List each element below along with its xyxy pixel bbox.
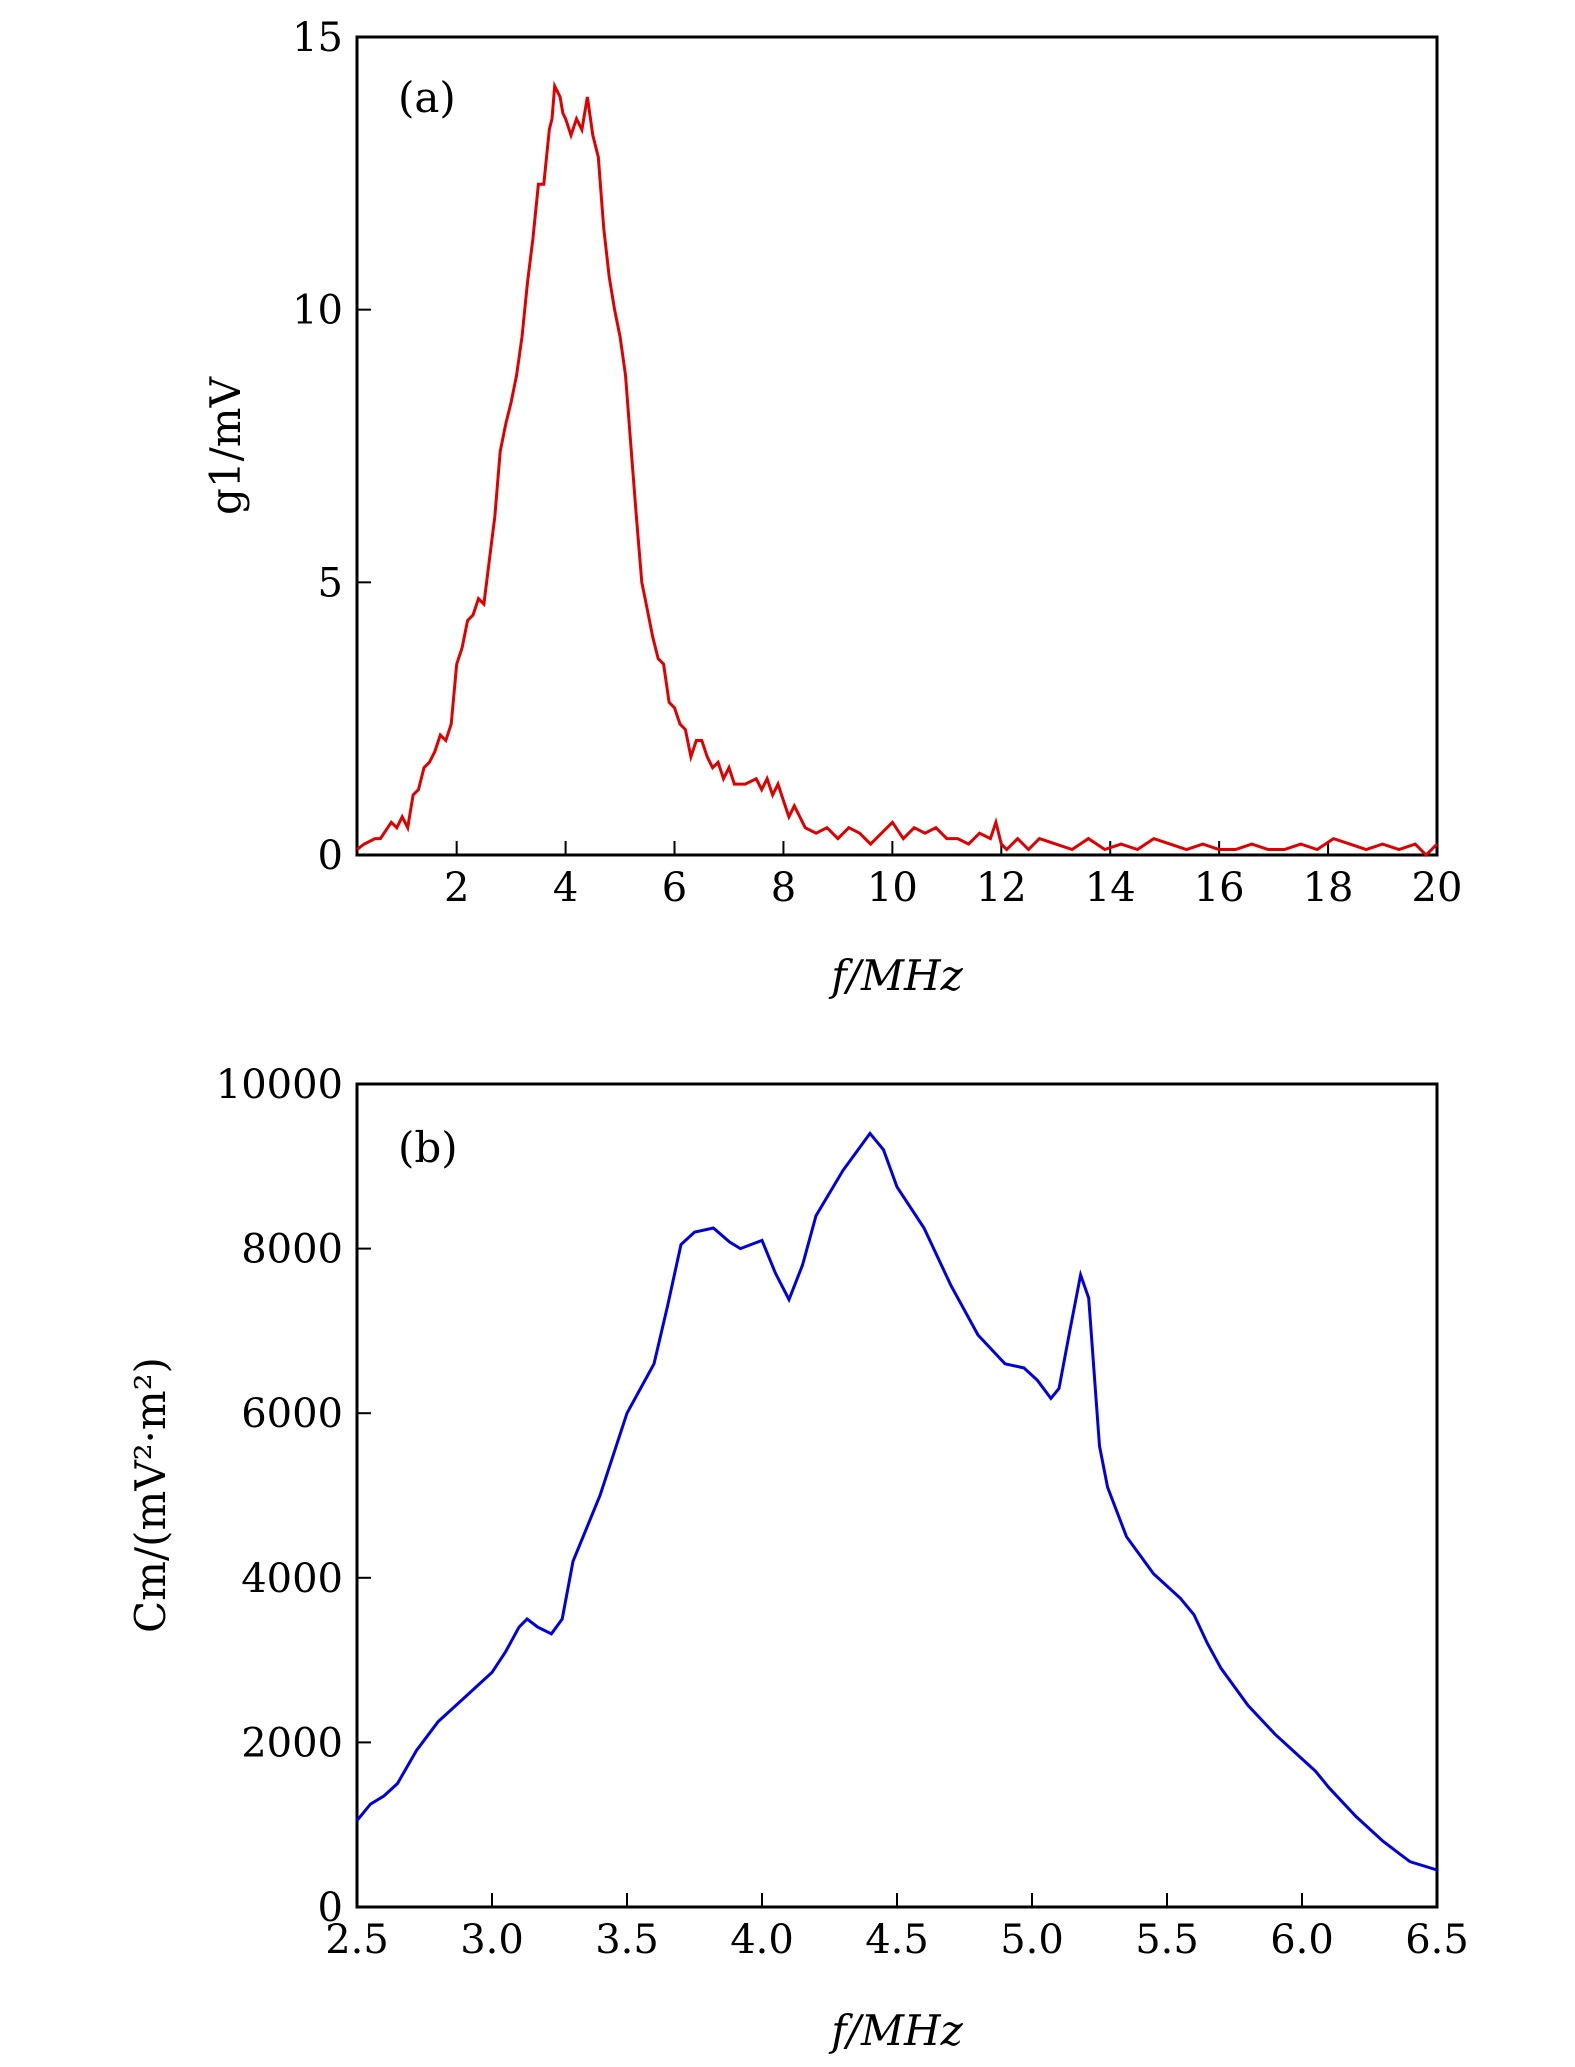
x-axis-label-a: f/MHz	[828, 951, 963, 1000]
y-tick-label: 5	[318, 560, 343, 606]
x-tick-label: 6	[662, 865, 687, 911]
x-tick-label: 8	[771, 865, 796, 911]
x-tick-label: 4.0	[730, 1917, 794, 1963]
x-axis-label-b: f/MHz	[828, 2006, 963, 2055]
x-tick-label: 16	[1194, 865, 1245, 911]
y-tick-label: 10	[292, 288, 343, 334]
x-tick-label: 12	[976, 865, 1027, 911]
y-axis-label-b: Cm/(mV²·m²)	[126, 1357, 175, 1633]
ticks-b: 2.5 3.0 3.5 4.0 4.5 5.0 5.5 6.0 6.5 0 2000 4000 6000…	[216, 1062, 1469, 1963]
x-tick-label: 5.5	[1135, 1917, 1199, 1963]
x-tick-label: 2	[444, 865, 469, 911]
x-tick-label: 2.5	[325, 1917, 389, 1963]
series-line-a	[356, 80, 1439, 858]
x-tick-label: 10	[867, 865, 918, 911]
plot-frame-b	[355, 1082, 1439, 1909]
x-tick-label: 5.0	[1000, 1917, 1064, 1963]
x-tick-label: 18	[1303, 865, 1354, 911]
series-line-b	[355, 1130, 1438, 1872]
y-tick-label: 10000	[216, 1062, 343, 1108]
panel-b: (b) 2.5 3.0 3.5 4.0 4.5 5.0 5.5 6.0 6.5 0 2000 4000…	[126, 1062, 1469, 2055]
x-tick-label: 3.0	[460, 1917, 524, 1963]
y-tick-label: 0	[318, 833, 343, 879]
panel-label-a: (a)	[398, 73, 456, 122]
x-tick-label: 6.5	[1405, 1917, 1469, 1963]
x-tick-label: 14	[1085, 865, 1136, 911]
panel-label-b: (b)	[398, 1123, 458, 1172]
x-tick-label: 3.5	[595, 1917, 659, 1963]
panel-a: (a) 2 4 6 8 10 12 14 16 18 20 0 5 10 15 f/MHz g1/mV	[201, 15, 1462, 1000]
plot-frame-a	[355, 35, 1439, 857]
y-tick-label: 15	[292, 15, 343, 61]
y-tick-label: 6000	[241, 1391, 343, 1437]
y-tick-label: 2000	[241, 1720, 343, 1766]
y-tick-label: 8000	[241, 1227, 343, 1273]
y-tick-label: 0	[318, 1885, 343, 1931]
x-tick-label: 4	[553, 865, 578, 911]
y-tick-label: 4000	[241, 1556, 343, 1602]
y-axis-label-a: g1/mV	[201, 376, 250, 515]
x-tick-label: 6.0	[1270, 1917, 1334, 1963]
ticks-a: 2 4 6 8 10 12 14 16 18 20 0 5 10 15	[292, 15, 1462, 911]
x-tick-label: 20	[1412, 865, 1463, 911]
x-tick-label: 4.5	[865, 1917, 929, 1963]
